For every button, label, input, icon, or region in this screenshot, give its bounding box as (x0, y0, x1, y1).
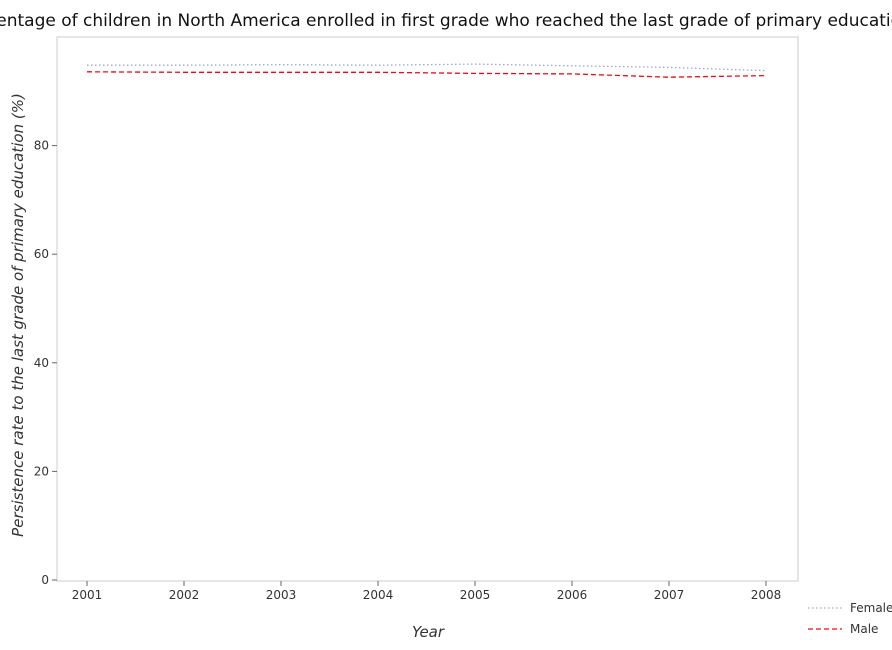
x-axis-label: Year (412, 623, 445, 641)
x-tick-label: 2001 (72, 588, 103, 602)
y-axis-label: Persistence rate to the last grade of pr… (9, 93, 27, 537)
y-tick-label: 60 (34, 247, 49, 261)
y-tick-label: 80 (34, 139, 49, 153)
y-tick-label: 20 (34, 464, 49, 478)
chart-title: Percentage of children in North America … (0, 11, 892, 31)
x-tick-label: 2002 (169, 588, 200, 602)
series-line-male (86, 71, 767, 78)
y-tick-label: 40 (34, 356, 49, 370)
legend-label-male: Male (850, 622, 878, 636)
legend-label-female: Female (850, 601, 892, 615)
plot-area (56, 36, 799, 582)
x-axis-ticks: 2001 2002 2003 2004 2005 2006 2007 2008 (72, 581, 782, 602)
legend: Female Male (808, 601, 892, 636)
x-tick-label: 2008 (751, 588, 782, 602)
series-lines (86, 63, 767, 78)
y-axis-ticks: 0 20 40 60 80 (34, 139, 57, 587)
x-tick-label: 2007 (654, 588, 685, 602)
x-tick-label: 2006 (557, 588, 588, 602)
x-tick-label: 2003 (266, 588, 297, 602)
x-tick-label: 2004 (363, 588, 394, 602)
y-tick-label: 0 (41, 573, 49, 587)
series-line-female (87, 63, 767, 72)
x-tick-label: 2005 (460, 588, 491, 602)
